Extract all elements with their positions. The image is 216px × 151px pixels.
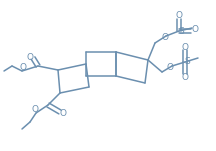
Text: O: O [181,42,189,51]
Text: O: O [59,109,67,117]
Text: O: O [192,26,199,34]
Text: O: O [32,106,38,114]
Text: O: O [27,53,33,63]
Text: O: O [175,11,183,21]
Text: O: O [162,32,168,42]
Text: O: O [19,64,27,72]
Text: S: S [184,58,190,66]
Text: O: O [181,72,189,82]
Text: O: O [167,63,173,72]
Text: S: S [178,27,184,37]
